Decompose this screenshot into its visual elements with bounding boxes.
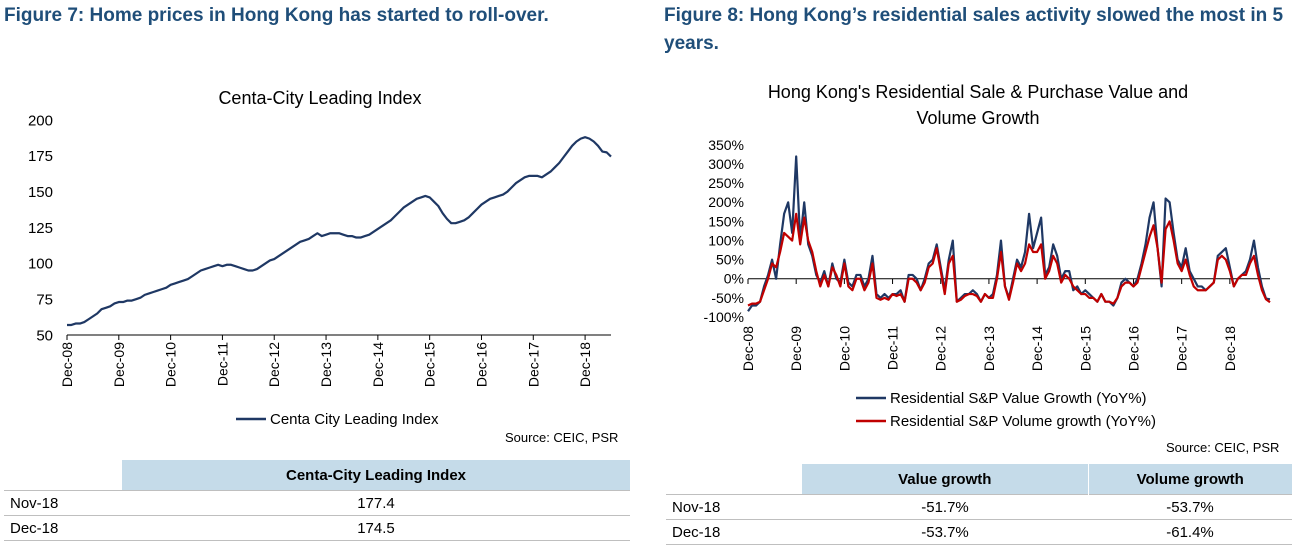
series-line-1 — [747, 155, 1271, 312]
y-tick-label: -50% — [711, 290, 744, 306]
left-chart-title: Centa-City Leading Index — [218, 88, 421, 108]
figure-8-title: Figure 8: Hong Kong’s residential sales … — [664, 5, 1284, 54]
x-tick-label: Dec-09 — [788, 326, 804, 371]
left-table-corner — [4, 460, 122, 491]
centa-city-chart: Centa-City Leading Index 50 75 100 125 150 17… — [28, 88, 612, 428]
x-tick-label: Dec-11 — [885, 326, 901, 370]
x-tick-label: Dec-17 — [525, 342, 541, 387]
x-tick-label: Dec-18 — [1222, 326, 1238, 371]
series-line-2 — [747, 212, 1271, 307]
x-tick-label: Dec-14 — [1029, 326, 1045, 371]
right-summary-table: Value growth Volume growth Nov-18 -51.7%… — [666, 464, 1292, 545]
right-x-axis: Dec-08 Dec-09 Dec-10 Dec-11 Dec-12 Dec-13 Dec-… — [740, 278, 1270, 371]
y-tick-label: -100% — [704, 309, 744, 325]
right-legend: Residential S&P Value Growth (YoY%) Resi… — [856, 390, 1156, 430]
y-tick-label: 300% — [708, 156, 744, 172]
y-tick-label: 0% — [724, 271, 744, 287]
left-summary-table: Centa-City Leading Index Nov-18 177.4 De… — [4, 460, 630, 541]
right-table-header-value: Value growth — [802, 464, 1089, 495]
right-chart-title-line: Hong Kong's Residential Sale & Purchase … — [768, 82, 1188, 102]
y-tick-label: 50 — [36, 327, 53, 344]
y-tick-label: 200% — [708, 194, 744, 210]
x-tick-label: Dec-09 — [111, 342, 127, 387]
y-tick-label: 150 — [28, 184, 53, 201]
table-row: Nov-18 -51.7% -53.7% — [666, 494, 1292, 520]
table-row: Nov-18 177.4 — [4, 490, 630, 516]
x-tick-label: Dec-08 — [59, 342, 75, 387]
x-tick-label: Dec-10 — [163, 342, 179, 387]
x-tick-label: Dec-08 — [740, 326, 756, 371]
x-tick-label: Dec-10 — [836, 326, 852, 371]
series-line-1 — [67, 136, 612, 327]
x-tick-label: Dec-18 — [577, 342, 593, 387]
left-series-group — [67, 136, 612, 327]
right-table-header-volume: Volume growth — [1088, 464, 1292, 495]
y-tick-label: 125 — [28, 220, 53, 237]
left-table-header: Centa-City Leading Index — [122, 460, 630, 491]
y-tick-label: 200 — [28, 112, 53, 129]
y-tick-label: 175 — [28, 148, 53, 165]
left-y-axis: 50 75 100 125 150 175 200 — [28, 112, 53, 344]
y-tick-label: 50% — [716, 252, 744, 268]
x-tick-label: Dec-14 — [370, 342, 386, 387]
x-tick-label: Dec-16 — [1125, 326, 1141, 371]
left-x-axis: Dec-08 Dec-09 Dec-10 Dec-11 Dec-12 Dec-13 Dec-… — [59, 334, 611, 387]
left-row-value: 177.4 — [122, 490, 630, 516]
right-row-value-growth: -51.7% — [802, 494, 1088, 520]
right-legend-label-value: Residential S&P Value Growth (YoY%) — [890, 390, 1147, 407]
y-tick-label: 250% — [708, 175, 744, 191]
x-tick-label: Dec-15 — [422, 342, 438, 387]
right-y-axis: -100% -50% 0% 50% 100% 150% 200% 250% 300% 350% — [704, 137, 744, 325]
right-row-label: Nov-18 — [666, 494, 802, 520]
x-tick-label: Dec-12 — [933, 326, 949, 371]
y-tick-label: 350% — [708, 137, 744, 153]
x-tick-label: Dec-17 — [1174, 326, 1190, 371]
right-source-note: Source: CEIC, PSR — [1166, 440, 1280, 455]
left-row-label: Nov-18 — [4, 490, 122, 516]
hk-sales-chart: Hong Kong's Residential Sale & Purchase … — [704, 82, 1271, 430]
x-tick-label: Dec-11 — [214, 342, 230, 386]
right-row-volume-growth: -53.7% — [1088, 494, 1292, 520]
left-row-label: Dec-18 — [4, 515, 122, 541]
x-tick-label: Dec-15 — [1077, 326, 1093, 371]
x-tick-label: Dec-16 — [473, 342, 489, 387]
x-tick-label: Dec-13 — [981, 326, 997, 371]
table-row: Dec-18 174.5 — [4, 515, 630, 541]
right-series-group — [747, 155, 1271, 312]
right-chart-title-line: Volume Growth — [916, 108, 1039, 128]
left-legend-label: Centa City Leading Index — [270, 411, 439, 428]
right-table-corner — [666, 464, 802, 495]
right-row-value-growth: -53.7% — [802, 519, 1088, 545]
figure-7-title: Figure 7: Home prices in Hong Kong has s… — [4, 5, 549, 26]
left-row-value: 174.5 — [122, 515, 630, 541]
x-tick-label: Dec-13 — [318, 342, 334, 387]
right-row-volume-growth: -61.4% — [1088, 519, 1292, 545]
y-tick-label: 150% — [708, 213, 744, 229]
right-legend-label-volume: Residential S&P Volume growth (YoY%) — [890, 413, 1156, 430]
y-tick-label: 75 — [36, 291, 53, 308]
right-row-label: Dec-18 — [666, 519, 802, 545]
y-tick-label: 100 — [28, 256, 53, 273]
x-tick-label: Dec-12 — [266, 342, 282, 387]
left-source-note: Source: CEIC, PSR — [505, 430, 619, 445]
right-chart-title: Hong Kong's Residential Sale & Purchase … — [768, 82, 1188, 128]
left-legend: Centa City Leading Index — [236, 411, 439, 428]
y-tick-label: 100% — [708, 232, 744, 248]
table-row: Dec-18 -53.7% -61.4% — [666, 519, 1292, 545]
